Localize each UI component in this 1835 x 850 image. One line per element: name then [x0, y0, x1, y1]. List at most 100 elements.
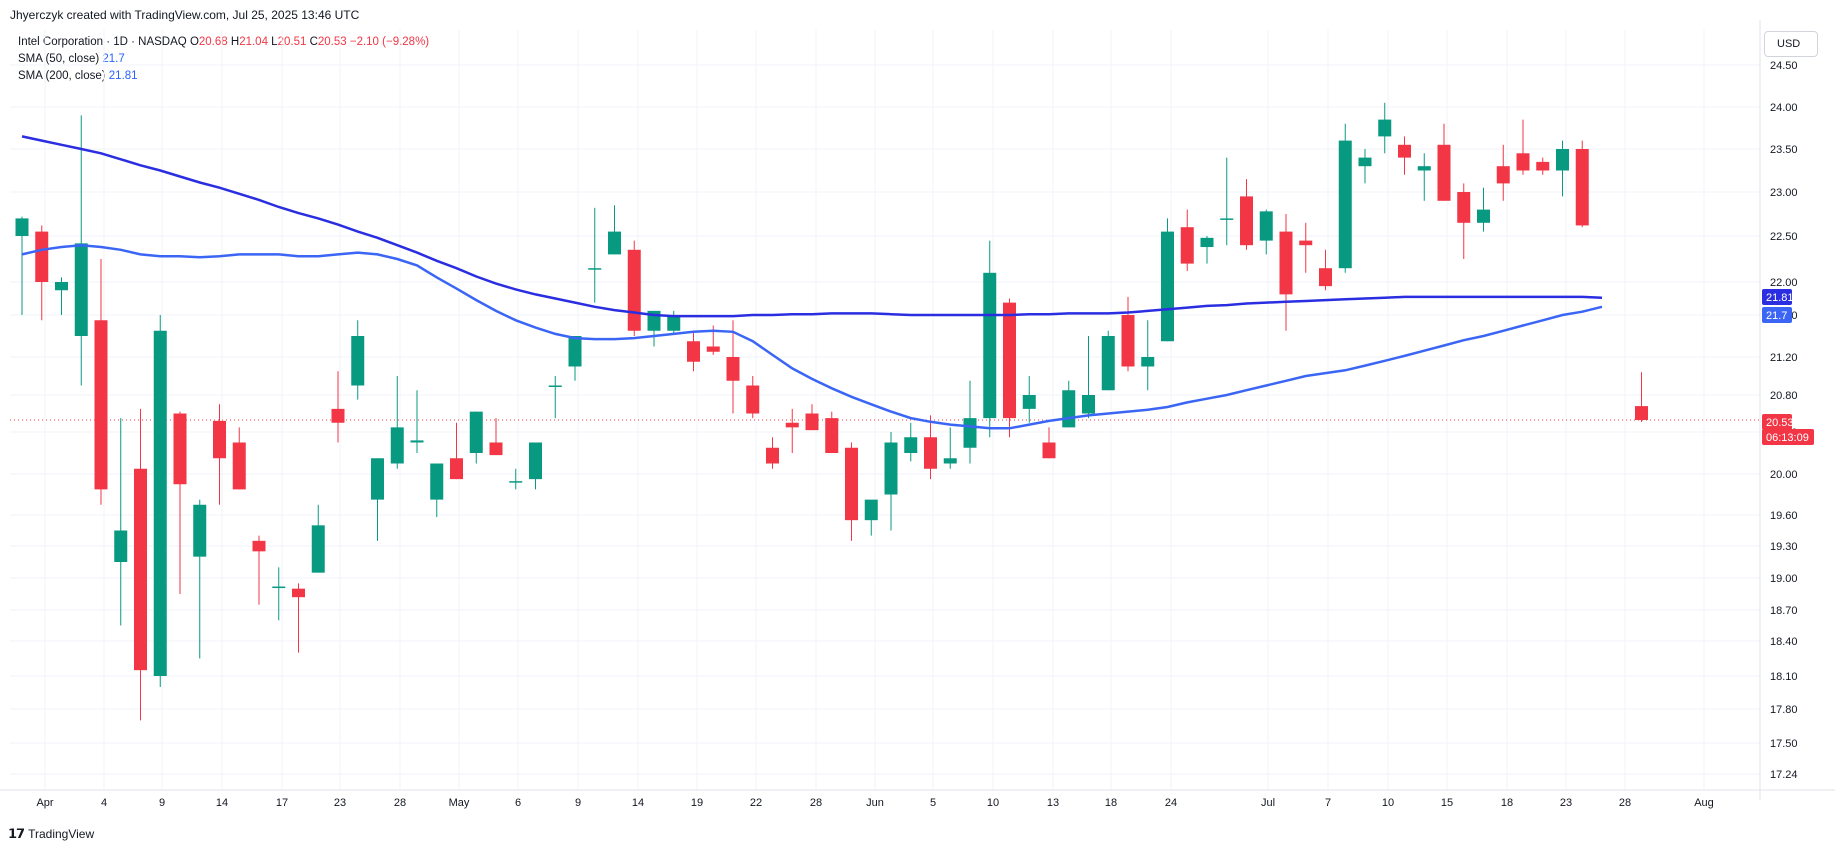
y-tick-label: 19.30 [1770, 541, 1798, 553]
candle-body [983, 272, 997, 419]
candle-body [687, 341, 700, 362]
chart-legend: Intel Corporation · 1D · NASDAQ O20.68 H… [18, 34, 429, 85]
candle-body [173, 413, 187, 485]
sma200-row[interactable]: SMA (200, close) 21.81 [18, 68, 429, 85]
symbol-label: Intel Corporation · 1D · NASDAQ [18, 36, 187, 48]
candle-body [1022, 395, 1036, 409]
sma50-row[interactable]: SMA (50, close) 21.7 [18, 51, 429, 68]
candle-body [766, 447, 779, 464]
candle-body [1101, 336, 1115, 391]
price-axis-label-bg [1762, 414, 1792, 430]
x-tick-label: 28 [810, 797, 822, 809]
candle-body [1556, 149, 1569, 171]
sma200-label: SMA (200, close) [18, 70, 106, 82]
candle-body [608, 231, 621, 255]
candle-body [371, 458, 384, 500]
x-tick-label: Jul [1261, 797, 1275, 809]
x-tick-label: 13 [1047, 797, 1059, 809]
candle-body [430, 463, 444, 500]
sma200-value: 21.81 [108, 70, 138, 82]
x-tick-label: 9 [575, 797, 581, 809]
candle-body [1200, 237, 1214, 248]
candle-body [252, 540, 266, 552]
candle-body [153, 330, 167, 676]
candle-body [213, 420, 226, 459]
x-tick-label: 6 [515, 797, 521, 809]
open-value: 20.68 [198, 36, 228, 48]
candle-body [410, 440, 424, 443]
candle-body [1496, 166, 1510, 184]
candle-body [114, 530, 128, 562]
footer-brand[interactable]: 𝟭𝟳 TradingView [8, 826, 94, 842]
x-tick-label: 17 [276, 797, 288, 809]
x-tick-label: 22 [750, 797, 762, 809]
tradingview-logo-icon: 𝟭𝟳 [8, 826, 25, 841]
candle-body [1279, 231, 1293, 295]
candle-body [1299, 240, 1313, 246]
candle-body [1437, 144, 1451, 201]
candle-body [1042, 442, 1056, 459]
candle-body [311, 525, 325, 573]
y-tick-label: 18.40 [1770, 636, 1798, 648]
candle-body [509, 481, 523, 483]
candle-body [1240, 196, 1253, 246]
candle-body [1062, 390, 1076, 428]
price-axis-label: 21.81 [1766, 292, 1794, 304]
y-tick-label: 17.50 [1770, 738, 1798, 750]
low-label: L [271, 36, 278, 48]
candle-body [943, 458, 957, 464]
candle-body [232, 442, 246, 490]
y-tick-label: 20.80 [1770, 390, 1798, 402]
y-tick-label: 22.50 [1770, 231, 1798, 243]
x-tick-label: Aug [1694, 797, 1714, 809]
x-tick-label: 23 [1560, 797, 1572, 809]
candle-body [529, 442, 542, 480]
low-value: 20.51 [277, 36, 307, 48]
close-value: 20.53 [317, 36, 347, 48]
candle-body [390, 427, 404, 464]
price-axis-label: 20.53 [1766, 417, 1794, 429]
x-tick-label: 14 [216, 797, 228, 809]
price-axis-label: 21.7 [1766, 310, 1787, 322]
candle-body [1378, 119, 1392, 137]
candle-body [627, 249, 641, 331]
candle-body [272, 586, 286, 589]
sma50-line [21, 243, 1603, 430]
candle-body [1161, 231, 1174, 342]
x-tick-label: 15 [1441, 797, 1453, 809]
candle-body [568, 336, 582, 367]
candle-body [548, 385, 562, 387]
candle-body [825, 418, 839, 453]
candle-body [1635, 406, 1648, 420]
candle-body [134, 468, 147, 671]
currency-button[interactable]: USD [1764, 31, 1818, 57]
x-tick-label: 18 [1105, 797, 1117, 809]
sma200-line [21, 135, 1603, 318]
candle-body [292, 588, 305, 598]
y-tick-label: 17.24 [1770, 769, 1798, 781]
candle-body [1417, 166, 1431, 171]
x-tick-label: 4 [101, 797, 107, 809]
x-tick-label: 24 [1165, 797, 1177, 809]
price-axis-label: 06:13:09 [1766, 432, 1809, 444]
x-tick-label: 7 [1325, 797, 1331, 809]
x-tick-label: 19 [691, 797, 703, 809]
open-label: O [189, 36, 199, 48]
candle-body [1180, 227, 1194, 264]
y-tick-label: 24.50 [1770, 60, 1798, 72]
candle-body [55, 282, 68, 291]
candle-body [331, 408, 345, 423]
candle-body [450, 458, 463, 480]
candle-body [1358, 157, 1372, 167]
y-tick-label: 18.10 [1770, 671, 1798, 683]
chart-credit: Jhyerczyk created with TradingView.com, … [10, 8, 360, 22]
x-tick-label: 10 [987, 797, 999, 809]
price-axis-label-bg [1762, 307, 1792, 323]
candle-body [864, 499, 878, 521]
candle-body [726, 357, 740, 381]
candle-body [489, 442, 503, 456]
x-tick-label: 9 [159, 797, 165, 809]
candle-body [94, 320, 108, 490]
candle-body [845, 447, 858, 521]
